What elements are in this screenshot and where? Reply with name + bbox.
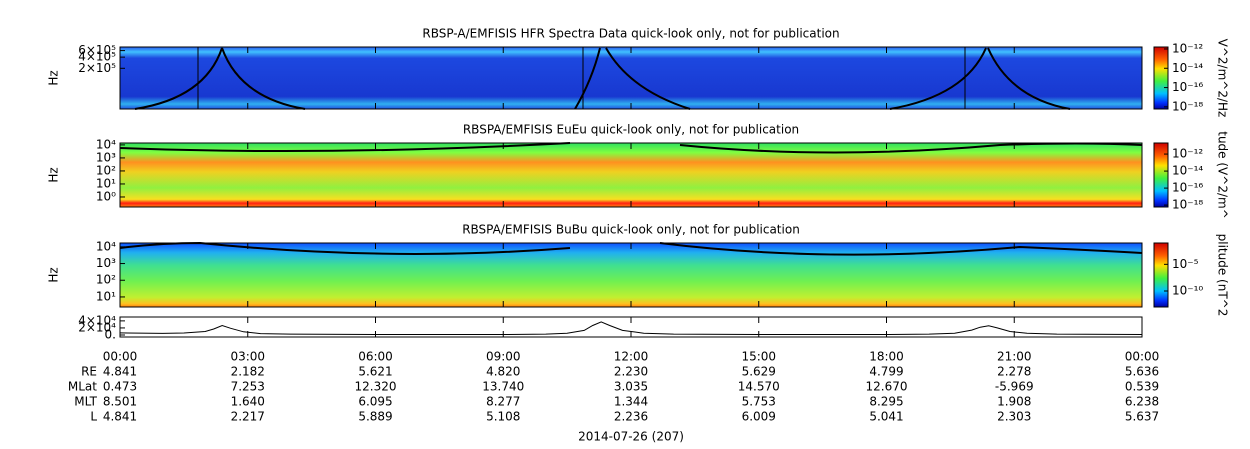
ephemeris-value: 4.841: [103, 410, 137, 424]
y-tick-label: 10²: [96, 163, 116, 177]
colorbar-tick-label: 10⁻¹⁰: [1172, 284, 1203, 298]
x-tick-label: 06:00: [358, 350, 393, 364]
ephemeris-value: 0.539: [1125, 380, 1159, 394]
y-tick-label: 6×10⁵: [78, 43, 116, 57]
ephemeris-value: 5.629: [742, 365, 776, 379]
ephemeris-value: 8.501: [103, 395, 137, 409]
ephemeris-value: 2.217: [231, 410, 265, 424]
x-tick-label: 12:00: [614, 350, 649, 364]
ephemeris-value: 2.182: [231, 365, 265, 379]
ephemeris-value: 13.740: [482, 380, 524, 394]
ephemeris-value: 4.799: [869, 365, 903, 379]
colorbar-tick-label: 10⁻⁵: [1172, 257, 1199, 271]
ephemeris-value: 5.636: [1125, 365, 1159, 379]
y-tick-label: 2×10⁴: [78, 320, 116, 334]
panel-title: RBSPA/EMFISIS EuEu quick-look only, not …: [463, 123, 799, 137]
ephemeris-value: 5.889: [358, 410, 392, 424]
colorbar: [1153, 46, 1169, 110]
y-tick-label: 4×10⁵: [78, 50, 116, 64]
panel-title: RBSPA/EMFISIS BuBu quick-look only, not …: [462, 223, 800, 237]
y-tick-label: 10¹: [96, 289, 116, 303]
x-tick-label: 03:00: [230, 350, 265, 364]
spectrogram-image: [120, 243, 1142, 307]
ephemeris-label: L: [90, 410, 97, 424]
panel-title: RBSP-A/EMFISIS HFR Spectra Data quick-lo…: [422, 27, 839, 41]
y-tick-label: 10⁰: [96, 189, 116, 203]
x-tick-label: 18:00: [869, 350, 904, 364]
x-tick-label: 09:00: [486, 350, 521, 364]
ephemeris-value: 12.670: [866, 380, 908, 394]
ephemeris-value: 1.640: [231, 395, 265, 409]
ephemeris-value: 2.303: [997, 410, 1031, 424]
ephemeris-label: MLT: [74, 395, 97, 409]
colorbar-tick-label: 10⁻¹⁸: [1172, 198, 1203, 212]
ephemeris-value: 6.009: [742, 410, 776, 424]
ephemeris-value: 8.277: [486, 395, 520, 409]
ephemeris-label: MLat: [68, 380, 97, 394]
ephemeris-value: 4.841: [103, 365, 137, 379]
ephemeris-value: 5.753: [742, 395, 776, 409]
ephemeris-value: 6.095: [358, 395, 392, 409]
spectrogram-image: [120, 143, 1142, 207]
ephemeris-value: 5.621: [358, 365, 392, 379]
ephemeris-value: 3.035: [614, 380, 648, 394]
y-tick-label: 10³: [96, 150, 116, 164]
colorbar-label: tude (V^2/m^: [1216, 131, 1230, 219]
y-axis-label: Hz: [47, 267, 61, 282]
x-tick-label: 21:00: [997, 350, 1032, 364]
ephemeris-value: 1.908: [997, 395, 1031, 409]
ephemeris-value: 7.253: [231, 380, 265, 394]
colorbar: [1153, 242, 1169, 308]
y-tick-label: 10¹: [96, 176, 116, 190]
colorbar-tick-label: 10⁻¹²: [1172, 41, 1203, 55]
y-axis-label: Hz: [47, 70, 61, 85]
colorbar-label: plitude (nT^2: [1216, 234, 1230, 317]
y-tick-label: 4×10⁴: [78, 313, 116, 327]
colorbar-tick-label: 10⁻¹⁶: [1172, 80, 1203, 94]
colorbar: [1153, 142, 1169, 208]
colorbar-tick-label: 10⁻¹⁴: [1172, 164, 1203, 178]
y-tick-label: 10⁴: [96, 137, 116, 151]
line-series: [119, 321, 1143, 335]
x-tick-label: 00:00: [103, 350, 138, 364]
ephemeris-value: 6.238: [1125, 395, 1159, 409]
x-tick-label: 00:00: [1125, 350, 1160, 364]
x-tick-label: 15:00: [741, 350, 776, 364]
y-tick-label: 2×10⁵: [78, 61, 116, 75]
ephemeris-value: 1.344: [614, 395, 648, 409]
ephemeris-value: -5.969: [995, 380, 1034, 394]
ephemeris-value: 0.473: [103, 380, 137, 394]
date-label: 2014-07-26 (207): [578, 430, 684, 444]
colorbar-tick-label: 10⁻¹⁴: [1172, 61, 1203, 75]
colorbar-label: V^2/m^2/Hz: [1216, 39, 1230, 118]
ephemeris-value: 5.637: [1125, 410, 1159, 424]
colorbar-tick-label: 10⁻¹⁸: [1172, 99, 1203, 113]
ephemeris-value: 2.236: [614, 410, 648, 424]
y-tick-label: 10³: [96, 256, 116, 270]
ephemeris-value: 12.320: [355, 380, 397, 394]
y-tick-label: 10⁴: [96, 239, 116, 253]
ephemeris-value: 2.230: [614, 365, 648, 379]
ephemeris-value: 4.820: [486, 365, 520, 379]
plasma-curves: [119, 47, 1143, 256]
ephemeris-value: 8.295: [869, 395, 903, 409]
ephemeris-value: 2.278: [997, 365, 1031, 379]
ephemeris-value: 5.108: [486, 410, 520, 424]
y-axis-label: Hz: [47, 167, 61, 182]
orbit-markers: [197, 47, 966, 109]
ephemeris-label: RE: [81, 365, 97, 379]
ephemeris-value: 5.041: [869, 410, 903, 424]
ephemeris-value: 14.570: [738, 380, 780, 394]
colorbar-tick-label: 10⁻¹²: [1172, 147, 1203, 161]
y-tick-label: 0.: [105, 327, 116, 341]
y-tick-label: 10²: [96, 273, 116, 287]
colorbar-tick-label: 10⁻¹⁶: [1172, 181, 1203, 195]
